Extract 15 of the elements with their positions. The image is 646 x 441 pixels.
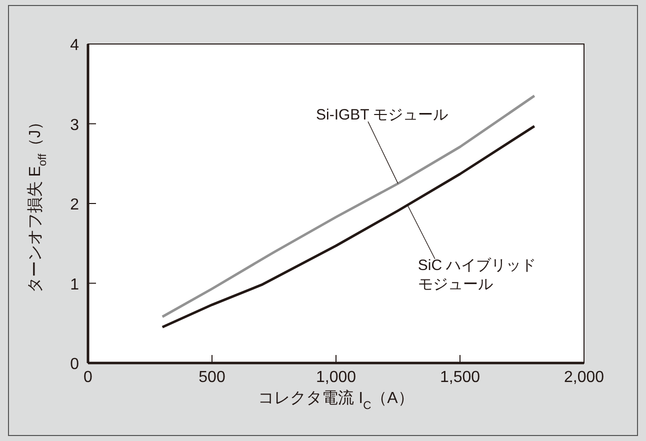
y-tick-label: 4 xyxy=(70,37,80,54)
y-tick-label: 2 xyxy=(70,196,80,214)
x-tick-label: 1,500 xyxy=(440,369,480,386)
y-tick-label: 3 xyxy=(70,116,80,134)
y-tick-label: 1 xyxy=(70,276,80,294)
x-tick-label: 500 xyxy=(198,369,226,386)
line-series xyxy=(161,124,536,328)
y-tick-label: 0 xyxy=(70,356,80,373)
x-axis-title: コレクタ電流 I$_{C}$（A） xyxy=(258,389,414,412)
x-tick-label: 0 xyxy=(84,369,93,386)
x-tick-label: 1,000 xyxy=(316,369,356,386)
x-tick-label: 2,000 xyxy=(564,369,604,386)
line-series xyxy=(161,94,536,318)
annotation: SiC ハイブリッドモジュール xyxy=(418,256,536,293)
annotation: Si-IGBT モジュール xyxy=(316,106,448,124)
